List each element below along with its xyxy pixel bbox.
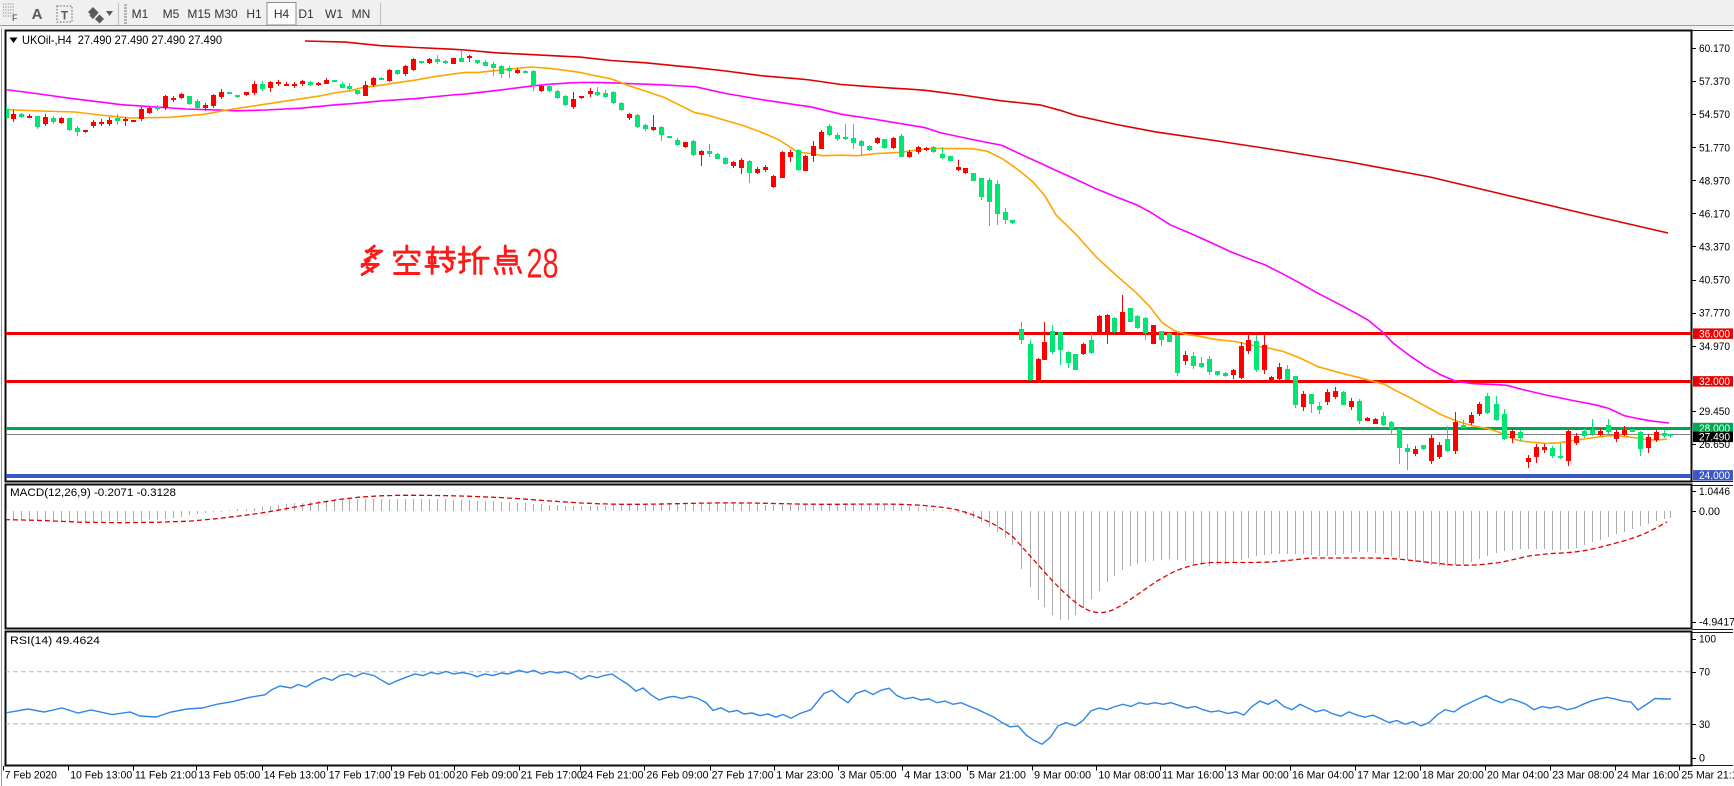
svg-text:0: 0	[1699, 753, 1705, 765]
svg-text:MN: MN	[352, 7, 371, 21]
svg-text:A: A	[32, 6, 43, 23]
svg-text:D1: D1	[298, 7, 314, 21]
svg-text:34.970: 34.970	[1699, 341, 1730, 353]
svg-text:43.370: 43.370	[1699, 242, 1730, 254]
svg-text:10 Mar 08:00: 10 Mar 08:00	[1098, 770, 1160, 782]
svg-text:48.970: 48.970	[1699, 175, 1730, 187]
svg-text:H4: H4	[274, 7, 290, 21]
svg-text:57.370: 57.370	[1699, 76, 1730, 88]
svg-text:5 Mar 21:00: 5 Mar 21:00	[969, 770, 1026, 782]
svg-text:24 Feb 21:00: 24 Feb 21:00	[582, 770, 644, 782]
svg-text:W1: W1	[325, 7, 343, 21]
svg-text:51.770: 51.770	[1699, 142, 1730, 154]
svg-text:21 Feb 17:00: 21 Feb 17:00	[521, 770, 583, 782]
svg-text:30: 30	[1699, 719, 1710, 731]
svg-text:23 Mar 08:00: 23 Mar 08:00	[1552, 770, 1614, 782]
svg-text:M5: M5	[163, 7, 180, 21]
svg-text:14 Feb 13:00: 14 Feb 13:00	[264, 770, 326, 782]
svg-text:M15: M15	[187, 7, 211, 21]
svg-text:16 Mar 04:00: 16 Mar 04:00	[1292, 770, 1354, 782]
svg-text:F: F	[12, 13, 18, 23]
svg-text:M30: M30	[214, 7, 238, 21]
svg-text:26 Feb 09:00: 26 Feb 09:00	[647, 770, 709, 782]
svg-text:54.570: 54.570	[1699, 109, 1730, 121]
svg-text:18 Mar 20:00: 18 Mar 20:00	[1422, 770, 1484, 782]
svg-text:0.00: 0.00	[1699, 506, 1720, 518]
svg-text:25 Mar 21:15: 25 Mar 21:15	[1681, 770, 1734, 782]
svg-text:27 Feb 17:00: 27 Feb 17:00	[712, 770, 774, 782]
svg-text:3 Mar 05:00: 3 Mar 05:00	[840, 770, 897, 782]
svg-text:10 Feb 13:00: 10 Feb 13:00	[70, 770, 132, 782]
svg-text:9 Mar 00:00: 9 Mar 00:00	[1034, 770, 1091, 782]
svg-text:M1: M1	[132, 7, 149, 21]
svg-text:36.000: 36.000	[1699, 328, 1730, 340]
svg-text:4 Mar 13:00: 4 Mar 13:00	[904, 770, 961, 782]
svg-text:24.000: 24.000	[1699, 470, 1730, 482]
svg-text:32.000: 32.000	[1699, 376, 1730, 388]
svg-text:7 Feb 2020: 7 Feb 2020	[5, 770, 57, 782]
svg-text:RSI(14) 49.4624: RSI(14) 49.4624	[10, 635, 100, 647]
svg-text:13 Mar 00:00: 13 Mar 00:00	[1227, 770, 1289, 782]
svg-text:11 Feb 21:00: 11 Feb 21:00	[135, 770, 197, 782]
svg-text:60.170: 60.170	[1699, 43, 1730, 55]
svg-text:17 Mar 12:00: 17 Mar 12:00	[1357, 770, 1419, 782]
svg-text:24 Mar 16:00: 24 Mar 16:00	[1617, 770, 1679, 782]
svg-text:17 Feb 17:00: 17 Feb 17:00	[329, 770, 391, 782]
svg-text:29.450: 29.450	[1699, 406, 1730, 418]
svg-text:19 Feb 01:00: 19 Feb 01:00	[393, 770, 455, 782]
svg-text:H1: H1	[246, 7, 262, 21]
svg-text:13 Feb 05:00: 13 Feb 05:00	[198, 770, 260, 782]
svg-text:46.170: 46.170	[1699, 208, 1730, 220]
svg-text:20 Mar 04:00: 20 Mar 04:00	[1487, 770, 1549, 782]
svg-text:27.490: 27.490	[1699, 432, 1730, 444]
svg-text:40.570: 40.570	[1699, 275, 1730, 287]
svg-text:T: T	[61, 9, 69, 23]
svg-text:37.770: 37.770	[1699, 308, 1730, 320]
svg-text:UKOil-,H4 27.490 27.490 27.49: UKOil-,H4 27.490 27.490 27.490 27.490	[22, 33, 222, 47]
svg-text:11 Mar 16:00: 11 Mar 16:00	[1162, 770, 1224, 782]
svg-text:28: 28	[527, 240, 559, 287]
svg-text:-4.9417: -4.9417	[1699, 617, 1734, 629]
svg-text:MACD(12,26,9) -0.2071 -0.3128: MACD(12,26,9) -0.2071 -0.3128	[10, 487, 176, 499]
svg-text:1 Mar 23:00: 1 Mar 23:00	[776, 770, 833, 782]
svg-text:100: 100	[1699, 634, 1716, 646]
svg-text:70: 70	[1699, 667, 1710, 679]
svg-text:20 Feb 09:00: 20 Feb 09:00	[456, 770, 518, 782]
svg-text:1.0446: 1.0446	[1699, 486, 1730, 498]
